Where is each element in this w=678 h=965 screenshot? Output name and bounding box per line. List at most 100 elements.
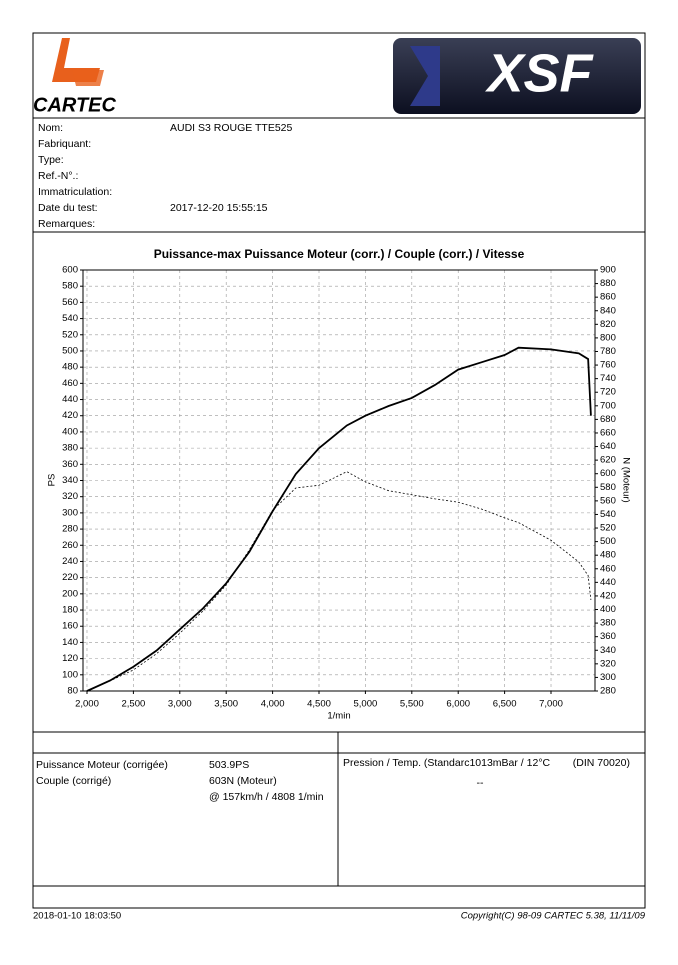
frame [32,32,646,909]
y2-tick-label: 680 [600,414,616,425]
result-value: 503.9PS [209,759,249,771]
x-tick-label: 3,500 [214,699,238,710]
series-line [86,471,592,692]
y-tick-label: 520 [62,329,78,340]
x-tick-label: 2,000 [75,699,99,710]
results-value: -- [477,777,484,789]
y2-tick-label: 800 [600,332,616,343]
y2-tick-label: 580 [600,482,616,493]
partner: XSF [484,43,594,103]
y2-tick-label: 900 [600,265,616,276]
y-tick-label: 560 [62,297,78,308]
field-value: AUDI S3 ROUGE TTE525 [170,122,293,134]
y-tick-label: 300 [62,507,78,518]
y2-tick-label: 440 [600,577,616,588]
result-value: 603N (Moteur) [209,775,277,787]
x-tick-label: 6,000 [446,699,470,710]
y2-tick-label: 520 [600,523,616,534]
y2-tick-label: 880 [600,278,616,289]
result-value: @ 157km/h / 4808 1/min [209,791,324,803]
plot-area [82,269,596,692]
y2-tick-label: 280 [600,686,616,697]
chart-title: Puissance-max Puissance Moteur (corr.) /… [154,247,525,261]
field-label: Fabriquant: [38,138,91,150]
x-tick-label: 3,000 [168,699,192,710]
y2-tick-label: 320 [600,658,616,669]
y-tick-label: 540 [62,313,78,324]
y-tick-label: 460 [62,378,78,389]
y2-tick-label: 420 [600,590,616,601]
y2-tick-label: 840 [600,305,616,316]
field-label: Immatriculation: [38,186,112,198]
y2-tick-label: 460 [600,563,616,574]
y-tick-label: 100 [62,669,78,680]
y2-tick-label: 740 [600,373,616,384]
y2-tick-label: 600 [600,468,616,479]
y-axis-label: PS [47,474,58,487]
y2-tick-label: 360 [600,631,616,642]
brand: CARTEC [33,94,117,116]
y-tick-label: 600 [62,265,78,276]
result-label: Couple (corrigé) [36,775,111,787]
y-tick-label: 360 [62,459,78,470]
y-tick-label: 280 [62,524,78,535]
x-tick-label: 5,000 [354,699,378,710]
y-tick-label: 140 [62,637,78,648]
x-tick-label: 2,500 [122,699,146,710]
results-label: Pression / Temp. (Standarc1013mBar / 12°… [343,757,551,769]
logo-mark [72,70,104,86]
y2-axis-label: N (Moteur) [620,457,631,502]
y-tick-label: 260 [62,540,78,551]
partner-logo [393,38,641,114]
series-line [86,346,592,692]
y2-tick-label: 480 [600,550,616,561]
field-label: Nom: [38,122,63,134]
y2-tick-label: 820 [600,319,616,330]
results-standard: (DIN 70020) [573,757,630,769]
y-tick-label: 340 [62,475,78,486]
chart: 80 100 120 140 160 180 200 220 240 260 280 300 320 34… [47,265,632,722]
vehicle-info: Nom: AUDI S3 ROUGE TTE525 Fabriquant: Type:… [38,122,293,230]
y2-tick-label: 760 [600,360,616,371]
field-label: Type: [38,154,64,166]
y-tick-label: 500 [62,345,78,356]
x-tick-label: 4,000 [261,699,285,710]
x-tick-label: 6,500 [493,699,517,710]
y2-tick-label: 640 [600,441,616,452]
y2-tick-label: 300 [600,672,616,683]
x-tick-label: 7,000 [539,699,563,710]
y2-tick-label: 700 [600,400,616,411]
copyright: Copyright(C) 98-09 CARTEC 5.38, 11/11/09 [461,911,646,922]
y2-tick-label: 560 [600,495,616,506]
rules [33,117,645,887]
field-label: Ref.-N°.: [38,170,78,182]
y-tick-label: 220 [62,572,78,583]
result-label: Puissance Moteur (corrigée) [36,759,168,771]
y2-tick-label: 340 [600,645,616,656]
y-tick-label: 160 [62,621,78,632]
y-tick-label: 80 [67,686,78,697]
field-label: Remarques: [38,218,95,230]
y2-tick-label: 500 [600,536,616,547]
y-tick-label: 200 [62,588,78,599]
y-tick-label: 580 [62,281,78,292]
y-tick-label: 120 [62,653,78,664]
partner-mark [410,46,440,106]
field-value: 2017-12-20 15:55:15 [170,202,268,214]
y2-tick-label: 540 [600,509,616,520]
y2-tick-label: 860 [600,292,616,303]
y-tick-label: 400 [62,426,78,437]
y2-tick-label: 400 [600,604,616,615]
y2-tick-label: 380 [600,618,616,629]
x-tick-label: 5,500 [400,699,424,710]
print-date: 2018-01-10 18:03:50 [33,911,121,922]
y-tick-label: 480 [62,362,78,373]
x-tick-label: 4,500 [307,699,331,710]
x-axis-label: 1/min [327,711,350,722]
field-label: Date du test: [38,202,98,214]
y2-tick-label: 620 [600,455,616,466]
y-tick-label: 420 [62,410,78,421]
y2-tick-label: 660 [600,427,616,438]
y-tick-label: 320 [62,491,78,502]
